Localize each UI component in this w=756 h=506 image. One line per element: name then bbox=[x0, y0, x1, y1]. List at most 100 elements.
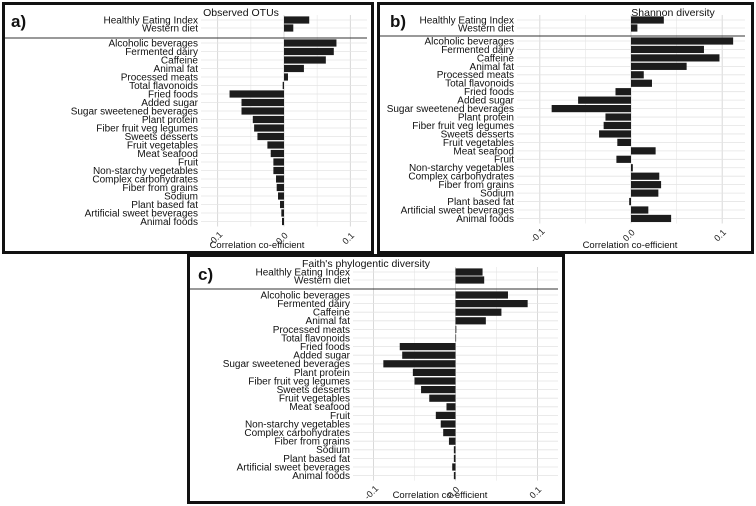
chart-title: Faith's phylogentic diversity bbox=[302, 258, 431, 270]
x-tick-label: -0.1 bbox=[362, 483, 380, 501]
bar-plant-protein bbox=[412, 368, 456, 376]
category-label-healthly-eating-index: Healthly Eating Index bbox=[103, 15, 198, 26]
x-tick-label: 0.1 bbox=[712, 227, 728, 243]
category-label-processed-meats: Processed meats bbox=[121, 72, 198, 83]
category-label-complex-carbohydrates: Complex carbohydrates bbox=[408, 172, 514, 183]
category-label-sweets-desserts: Sweets desserts bbox=[125, 132, 198, 143]
bar-artificial-sweet-beverages bbox=[281, 209, 284, 217]
bar-animal-foods bbox=[453, 472, 456, 480]
category-label-fiber-fruit-veg-legumes: Fiber fruit veg legumes bbox=[412, 121, 514, 132]
category-label-fiber-from-grains: Fiber from grains bbox=[438, 180, 514, 191]
bar-fried-foods bbox=[615, 88, 631, 96]
category-label-artificial-sweet-beverages: Artificial sweet beverages bbox=[85, 208, 198, 219]
category-label-animal-foods: Animal foods bbox=[456, 214, 514, 225]
bar-fruit bbox=[616, 155, 631, 163]
category-label-sugar-sweetened-beverages: Sugar sweetened beverages bbox=[387, 104, 514, 115]
bar-caffeine bbox=[631, 54, 720, 62]
bar-processed-meats bbox=[284, 73, 288, 81]
panel-observed-otus: a) Observed OTUs Correlation co-efficien… bbox=[2, 2, 374, 254]
category-label-caffeine: Caffeine bbox=[313, 308, 351, 319]
chart-faiths-phylogenetic-diversity: c) Faith's phylogentic diversity Correla… bbox=[190, 258, 558, 501]
x-tick-label: 0.1 bbox=[340, 230, 356, 246]
category-label-non-starchy-vegetables: Non-starchy vegetables bbox=[409, 163, 514, 174]
category-label-animal-fat: Animal fat bbox=[306, 316, 351, 327]
category-label-alcoholic-beverages: Alcoholic beverages bbox=[109, 38, 199, 49]
bar-animal-fat bbox=[455, 317, 486, 325]
category-label-plant-protein: Plant protein bbox=[458, 112, 514, 123]
category-label-added-sugar: Added sugar bbox=[141, 98, 198, 109]
bar-fruit bbox=[273, 158, 284, 166]
category-label-sugar-sweetened-beverages: Sugar sweetened beverages bbox=[223, 359, 350, 370]
bar-fried-foods bbox=[229, 90, 284, 98]
panel-faiths-phylogenetic-diversity: c) Faith's phylogentic diversity Correla… bbox=[187, 254, 565, 504]
bar-healthly-eating-index bbox=[284, 16, 310, 24]
category-label-fiber-from-grains: Fiber from grains bbox=[274, 437, 350, 448]
bar-artificial-sweet-beverages bbox=[631, 206, 649, 214]
category-label-fermented-dairy: Fermented dairy bbox=[441, 45, 514, 56]
bar-total-flavonoids bbox=[282, 81, 284, 90]
category-label-processed-meats: Processed meats bbox=[437, 70, 514, 81]
category-label-meat-seafood: Meat seafood bbox=[137, 149, 198, 160]
category-label-plant-based-fat: Plant based fat bbox=[447, 197, 514, 208]
category-label-sodium: Sodium bbox=[480, 189, 514, 200]
category-label-meat-seafood: Meat seafood bbox=[453, 146, 514, 157]
panel-shannon-diversity: b) Shannon diversity Correlation co-effi… bbox=[377, 2, 754, 254]
bar-non-starchy-vegetables bbox=[440, 420, 456, 428]
category-label-sweets-desserts: Sweets desserts bbox=[441, 129, 514, 140]
category-label-non-starchy-vegetables: Non-starchy vegetables bbox=[93, 166, 198, 177]
category-label-added-sugar: Added sugar bbox=[293, 351, 350, 362]
bar-fiber-fruit-veg-legumes bbox=[414, 377, 456, 385]
category-label-artificial-sweet-beverages: Artificial sweet beverages bbox=[401, 205, 514, 216]
bar-fried-foods bbox=[399, 343, 456, 351]
category-label-fruit: Fruit bbox=[330, 411, 350, 422]
category-label-meat-seafood: Meat seafood bbox=[289, 402, 350, 413]
bar-fiber-fruit-veg-legumes bbox=[603, 121, 631, 130]
category-label-non-starchy-vegetables: Non-starchy vegetables bbox=[245, 419, 350, 430]
bar-plant-protein bbox=[605, 113, 631, 121]
chart-observed-otus: a) Observed OTUs Correlation co-efficien… bbox=[5, 7, 367, 251]
category-label-plant-protein: Plant protein bbox=[294, 368, 350, 379]
chart-title: Observed OTUs bbox=[203, 7, 279, 19]
category-label-fiber-from-grains: Fiber from grains bbox=[122, 183, 198, 194]
panel-label: a) bbox=[11, 12, 26, 31]
bar-sweets-desserts bbox=[599, 130, 631, 138]
category-label-animal-foods: Animal foods bbox=[140, 217, 198, 228]
bar-animal-foods bbox=[631, 214, 672, 223]
category-label-sugar-sweetened-beverages: Sugar sweetened beverages bbox=[71, 106, 198, 117]
bar-plant-based-fat bbox=[629, 197, 631, 206]
bar-sugar-sweetened-beverages bbox=[383, 360, 456, 368]
bar-sugar-sweetened-beverages bbox=[551, 105, 631, 113]
bar-caffeine bbox=[455, 308, 502, 316]
bar-complex-carbohydrates bbox=[443, 429, 456, 437]
bar-meat-seafood bbox=[446, 403, 456, 411]
category-label-western-diet: Western diet bbox=[142, 23, 198, 34]
category-label-fruit: Fruit bbox=[494, 155, 514, 166]
bar-total-flavonoids bbox=[631, 79, 652, 87]
bar-fiber-from-grains bbox=[631, 181, 662, 189]
bar-fiber-from-grains bbox=[448, 437, 456, 445]
category-label-animal-fat: Animal fat bbox=[470, 62, 515, 73]
bar-fruit-vegetables bbox=[267, 141, 284, 149]
category-label-western-diet: Western diet bbox=[294, 275, 350, 286]
category-label-total-flavonoids: Total flavonoids bbox=[281, 333, 350, 344]
category-label-artificial-sweet-beverages: Artificial sweet beverages bbox=[237, 462, 350, 473]
bar-animal-fat bbox=[284, 64, 304, 73]
category-label-fruit-vegetables: Fruit vegetables bbox=[127, 140, 198, 151]
bar-non-starchy-vegetables bbox=[273, 166, 284, 175]
bar-fruit-vegetables bbox=[617, 138, 631, 146]
category-label-fiber-fruit-veg-legumes: Fiber fruit veg legumes bbox=[248, 376, 350, 387]
x-axis-label: Correlation co-efficient bbox=[210, 240, 305, 251]
bar-alcoholic-beverages bbox=[455, 291, 508, 299]
bar-meat-seafood bbox=[270, 149, 284, 158]
bar-fiber-fruit-veg-legumes bbox=[254, 124, 284, 132]
category-label-plant-based-fat: Plant based fat bbox=[131, 200, 198, 211]
category-label-caffeine: Caffeine bbox=[161, 55, 199, 66]
bar-western-diet bbox=[455, 276, 485, 284]
bar-sodium bbox=[453, 446, 456, 454]
category-label-complex-carbohydrates: Complex carbohydrates bbox=[244, 428, 350, 439]
bar-added-sugar bbox=[241, 98, 284, 107]
bar-sweets-desserts bbox=[257, 132, 284, 141]
bar-fruit bbox=[435, 411, 456, 419]
bar-plant-protein bbox=[252, 115, 284, 124]
category-label-animal-foods: Animal foods bbox=[292, 471, 350, 482]
